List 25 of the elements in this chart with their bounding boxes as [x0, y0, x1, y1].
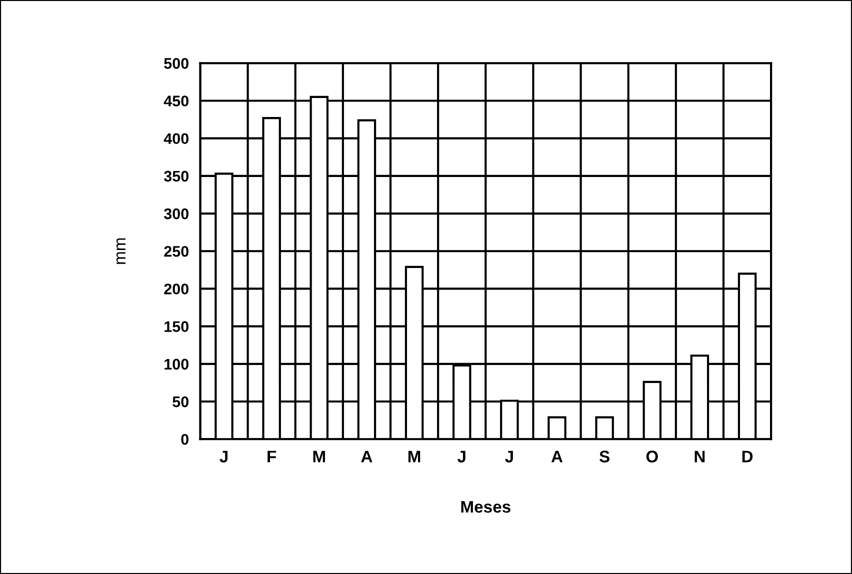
y-axis-title: mm — [116, 238, 126, 264]
y-tick-label: 250 — [164, 246, 188, 257]
x-tick-label: O — [646, 450, 658, 462]
x-tick-label: M — [313, 450, 325, 462]
y-tick-label: 200 — [164, 284, 188, 294]
x-tick-label: A — [551, 450, 563, 462]
x-tick-label: S — [599, 450, 610, 462]
x-tick-label: A — [361, 450, 372, 462]
y-tick-label: 100 — [164, 358, 188, 370]
y-tick-label: 450 — [164, 96, 188, 106]
x-tick-label: D — [742, 450, 753, 462]
y-tick-label: 500 — [164, 58, 188, 69]
x-tick-label: J — [220, 450, 228, 462]
x-tick-label: N — [694, 450, 705, 462]
y-tick-label: 350 — [164, 170, 188, 182]
x-tick-label: J — [457, 450, 466, 462]
x-tick-label: J — [505, 450, 513, 462]
y-tick-label: 150 — [164, 321, 188, 332]
x-axis-title: Meses — [461, 501, 510, 513]
y-tick-label: 300 — [164, 208, 188, 220]
y-tick-label: 50 — [172, 396, 188, 408]
x-tick-label: F — [268, 450, 276, 462]
y-tick-label: 400 — [164, 133, 188, 144]
x-tick-label: M — [408, 450, 420, 462]
y-tick-label: 0 — [181, 434, 188, 445]
